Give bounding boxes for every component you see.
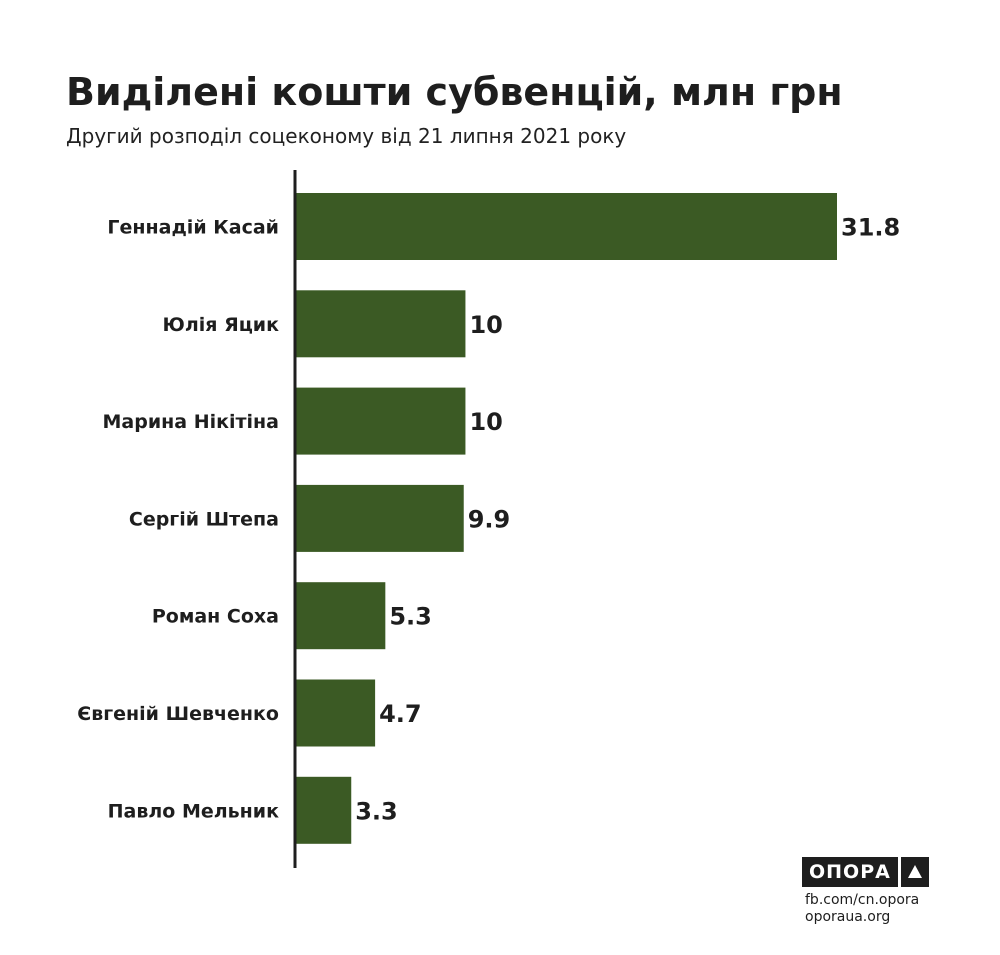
category-label-6: Павло Мельник xyxy=(108,800,279,822)
category-label-5: Євгеній Шевченко xyxy=(77,703,279,725)
opora-logo: ОПОРА xyxy=(802,857,929,887)
value-label-0: 31.8 xyxy=(841,214,900,242)
value-label-2: 10 xyxy=(469,408,502,436)
bar-0 xyxy=(295,193,837,260)
logo-text: ОПОРА xyxy=(802,857,898,887)
category-label-1: Юлія Яцик xyxy=(163,314,280,336)
category-label-2: Марина Нікітіна xyxy=(102,411,279,433)
triangle-up-icon xyxy=(900,857,929,887)
bar-3 xyxy=(295,484,464,552)
chart-title: Виділені кошти субвенцій, млн грн xyxy=(66,70,843,114)
website-link[interactable]: oporaua.org xyxy=(805,909,891,925)
bar-1 xyxy=(295,290,466,358)
category-label-3: Сергій Штепа xyxy=(129,508,279,530)
facebook-link[interactable]: fb.com/cn.opora xyxy=(805,892,920,908)
value-label-5: 4.7 xyxy=(379,700,422,728)
footer-links: fb.com/cn.opora oporaua.org xyxy=(805,892,919,926)
bar-2 xyxy=(295,387,466,455)
bar-4 xyxy=(295,582,386,650)
bar-6 xyxy=(295,776,352,844)
value-label-1: 10 xyxy=(469,311,502,339)
value-label-3: 9.9 xyxy=(468,505,511,533)
bar-5 xyxy=(295,679,376,747)
category-label-4: Роман Соха xyxy=(152,606,279,628)
value-label-6: 3.3 xyxy=(355,797,398,825)
chart-subtitle: Другий розподіл соцекономy від 21 липня … xyxy=(66,124,627,148)
value-label-4: 5.3 xyxy=(389,603,432,631)
category-label-0: Геннадій Касай xyxy=(107,217,279,239)
